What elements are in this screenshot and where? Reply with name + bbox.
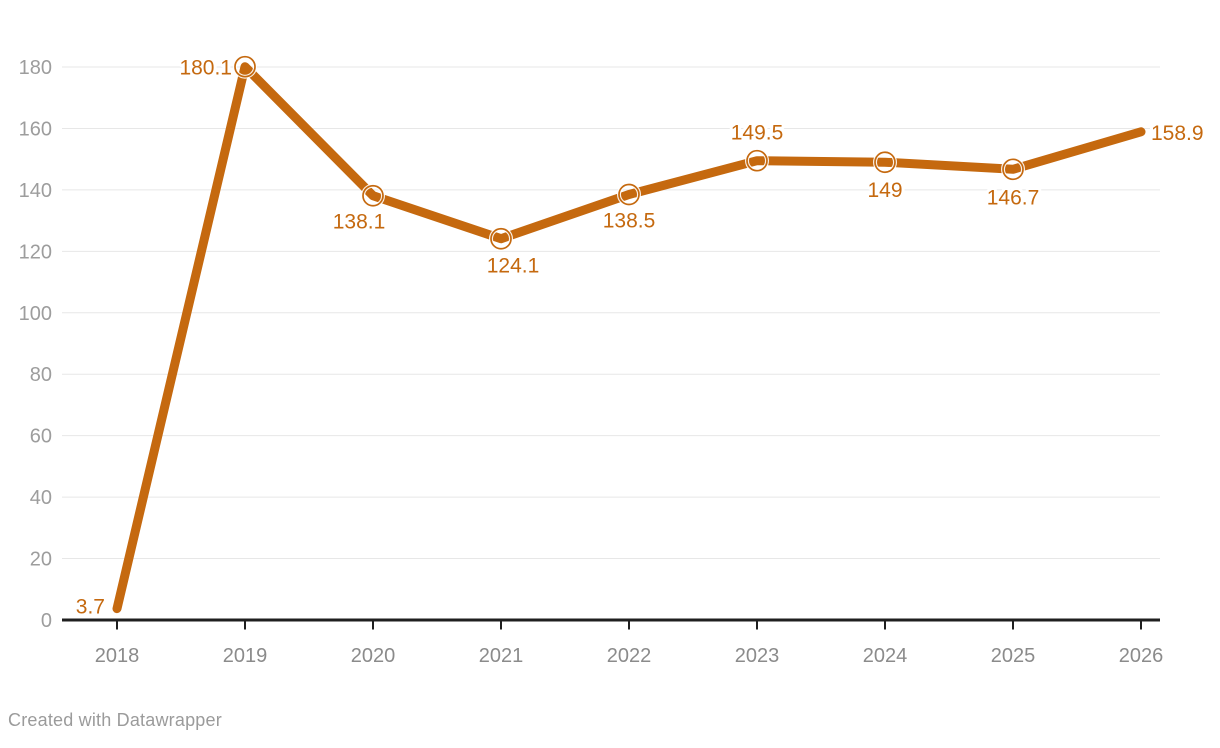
- data-point-marker[interactable]: [490, 227, 512, 250]
- data-line: [112, 62, 1146, 614]
- y-axis-label: 80: [30, 364, 52, 386]
- datawrapper-credit[interactable]: Created with Datawrapper: [8, 710, 222, 730]
- y-axis-label: 140: [19, 180, 52, 202]
- y-axis-label: 20: [30, 549, 52, 571]
- x-axis-label: 2024: [863, 645, 908, 667]
- data-point-marker[interactable]: [746, 149, 768, 172]
- data-point-marker[interactable]: [618, 183, 640, 206]
- value-label: 180.1: [179, 57, 232, 80]
- value-label: 158.9: [1151, 122, 1204, 145]
- value-label: 3.7: [76, 596, 105, 619]
- x-axis-label: 2020: [351, 645, 396, 667]
- x-axis-label: 2023: [735, 645, 780, 667]
- x-axis-label: 2022: [607, 645, 652, 667]
- value-label: 149: [867, 179, 902, 202]
- x-axis-label: 2025: [991, 645, 1036, 667]
- data-point-marker[interactable]: [874, 151, 896, 174]
- x-axis-label: 2019: [223, 645, 268, 667]
- y-axis-label: 120: [19, 241, 52, 263]
- y-axis-label: 180: [19, 57, 52, 79]
- value-label: 149.5: [731, 122, 784, 145]
- y-axis-label: 40: [30, 487, 52, 509]
- x-axis-label: 2021: [479, 645, 524, 667]
- value-label: 124.1: [487, 255, 540, 278]
- value-label: 138.1: [333, 211, 386, 234]
- data-point-marker[interactable]: [234, 55, 256, 78]
- value-label: 138.5: [603, 209, 656, 232]
- y-axis-label: 0: [41, 610, 52, 632]
- value-label: 146.7: [987, 186, 1040, 209]
- y-axis-label: 100: [19, 303, 52, 325]
- x-axis-label: 2026: [1119, 645, 1164, 667]
- data-point-marker[interactable]: [362, 184, 384, 207]
- x-axis-label: 2018: [95, 645, 140, 667]
- y-axis-label: 160: [19, 118, 52, 140]
- data-point-marker[interactable]: [1002, 158, 1024, 181]
- y-axis-label: 60: [30, 426, 52, 448]
